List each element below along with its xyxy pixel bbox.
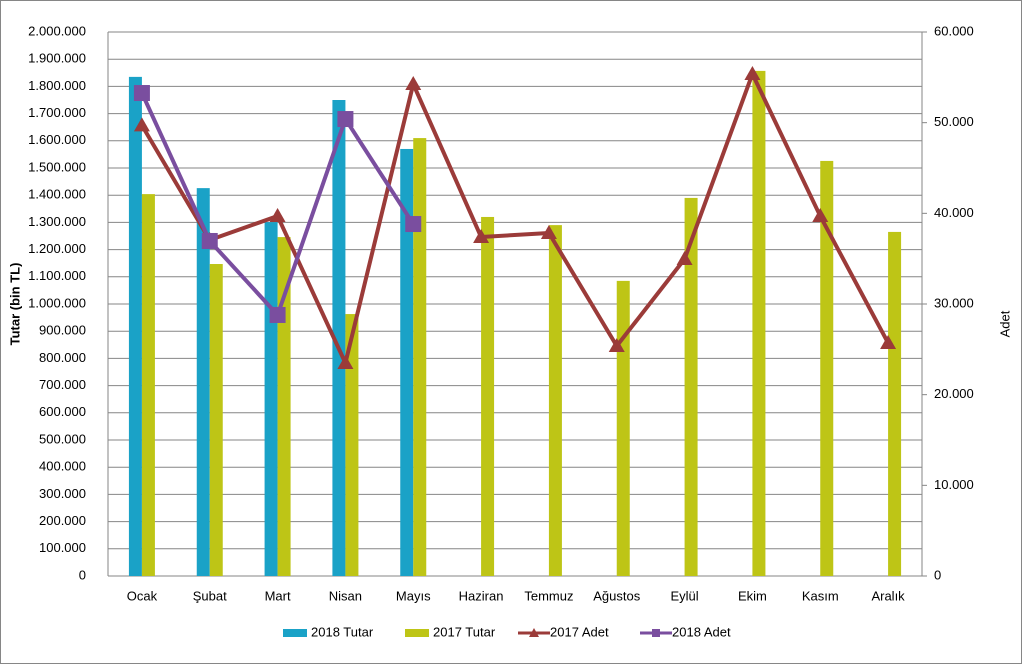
- bar: [128, 76, 142, 576]
- x-tick-label: Temmuz: [524, 588, 573, 603]
- y-tick-label: 1.000.000: [28, 295, 86, 310]
- bar: [413, 138, 427, 576]
- bar: [141, 194, 155, 576]
- bar: [684, 197, 698, 577]
- y2-tick-label: 10.000: [934, 477, 974, 492]
- x-tick-label: Kasım: [802, 588, 839, 603]
- y2-tick-label: 50.000: [934, 114, 974, 129]
- bar: [196, 188, 210, 577]
- y2-tick-label: 20.000: [934, 386, 974, 401]
- y-tick-label: 1.200.000: [28, 241, 86, 256]
- bar: [345, 314, 359, 576]
- line-marker: [473, 228, 490, 243]
- x-tick-label: Eylül: [670, 588, 698, 603]
- line-marker: [269, 306, 286, 323]
- y-tick-label: 0: [79, 567, 86, 582]
- bar: [332, 100, 346, 576]
- legend-swatch: [405, 629, 429, 637]
- y-tick-label: 1.300.000: [28, 214, 86, 229]
- legend-label: 2018 Adet: [672, 624, 731, 639]
- x-tick-label: Ağustos: [593, 588, 640, 603]
- bar: [548, 225, 562, 576]
- line-marker: [269, 208, 286, 223]
- y-tick-label: 1.800.000: [28, 78, 86, 93]
- x-tick-label: Haziran: [459, 588, 504, 603]
- y-tick-label: 100.000: [39, 540, 86, 555]
- line-marker: [133, 85, 150, 102]
- y-tick-label: 1.900.000: [28, 51, 86, 66]
- y2-tick-label: 40.000: [934, 205, 974, 220]
- y-tick-label: 1.400.000: [28, 187, 86, 202]
- line-marker: [337, 111, 354, 128]
- x-tick-label: Ekim: [738, 588, 767, 603]
- y-tick-label: 500.000: [39, 431, 86, 446]
- line-marker: [337, 355, 354, 370]
- x-tick-label: Ocak: [127, 588, 158, 603]
- y-tick-label: 900.000: [39, 323, 86, 338]
- bar: [264, 222, 278, 577]
- y-tick-label: 700.000: [39, 377, 86, 392]
- y2-tick-label: 30.000: [934, 295, 974, 310]
- line-marker: [880, 334, 897, 349]
- line-marker: [405, 216, 422, 233]
- x-tick-label: Nisan: [329, 588, 362, 603]
- y-tick-label: 2.000.000: [28, 23, 86, 38]
- bar: [888, 231, 902, 577]
- line-marker: [676, 251, 693, 266]
- y-tick-label: 600.000: [39, 404, 86, 419]
- y-tick-label: 800.000: [39, 350, 86, 365]
- y-tick-label: 1.700.000: [28, 105, 86, 120]
- line: [140, 71, 890, 366]
- y-tick-label: 1.600.000: [28, 132, 86, 147]
- y2-axis-title: Adet: [997, 310, 1012, 337]
- legend-marker: [529, 628, 539, 637]
- legend-label: 2018 Tutar: [311, 624, 374, 639]
- y-axis-title: Tutar (bin TL): [7, 263, 22, 346]
- x-tick-label: Mayıs: [396, 588, 431, 603]
- y-tick-label: 1.500.000: [28, 159, 86, 174]
- y-tick-label: 200.000: [39, 513, 86, 528]
- y2-tick-label: 60.000: [934, 23, 974, 38]
- line-marker: [540, 225, 557, 240]
- bar: [209, 264, 223, 576]
- bar: [400, 148, 414, 576]
- y-tick-label: 300.000: [39, 486, 86, 501]
- bar: [616, 280, 630, 576]
- y-tick-label: 400.000: [39, 459, 86, 474]
- bar: [820, 160, 834, 577]
- line-marker: [812, 208, 829, 223]
- legend-marker: [652, 629, 660, 637]
- legend-label: 2017 Adet: [550, 624, 609, 639]
- x-tick-label: Aralık: [871, 588, 905, 603]
- line-marker: [201, 232, 218, 249]
- y-tick-label: 1.100.000: [28, 268, 86, 283]
- line-marker: [405, 76, 422, 91]
- y2-tick-label: 0: [934, 567, 941, 582]
- bar: [481, 216, 495, 576]
- bar: [752, 70, 766, 577]
- x-tick-label: Şubat: [193, 588, 227, 603]
- line-marker: [744, 65, 761, 80]
- x-tick-label: Mart: [265, 588, 291, 603]
- legend-label: 2017 Tutar: [433, 624, 496, 639]
- line-marker: [133, 117, 150, 132]
- line-marker: [608, 337, 625, 352]
- legend-swatch: [283, 629, 307, 637]
